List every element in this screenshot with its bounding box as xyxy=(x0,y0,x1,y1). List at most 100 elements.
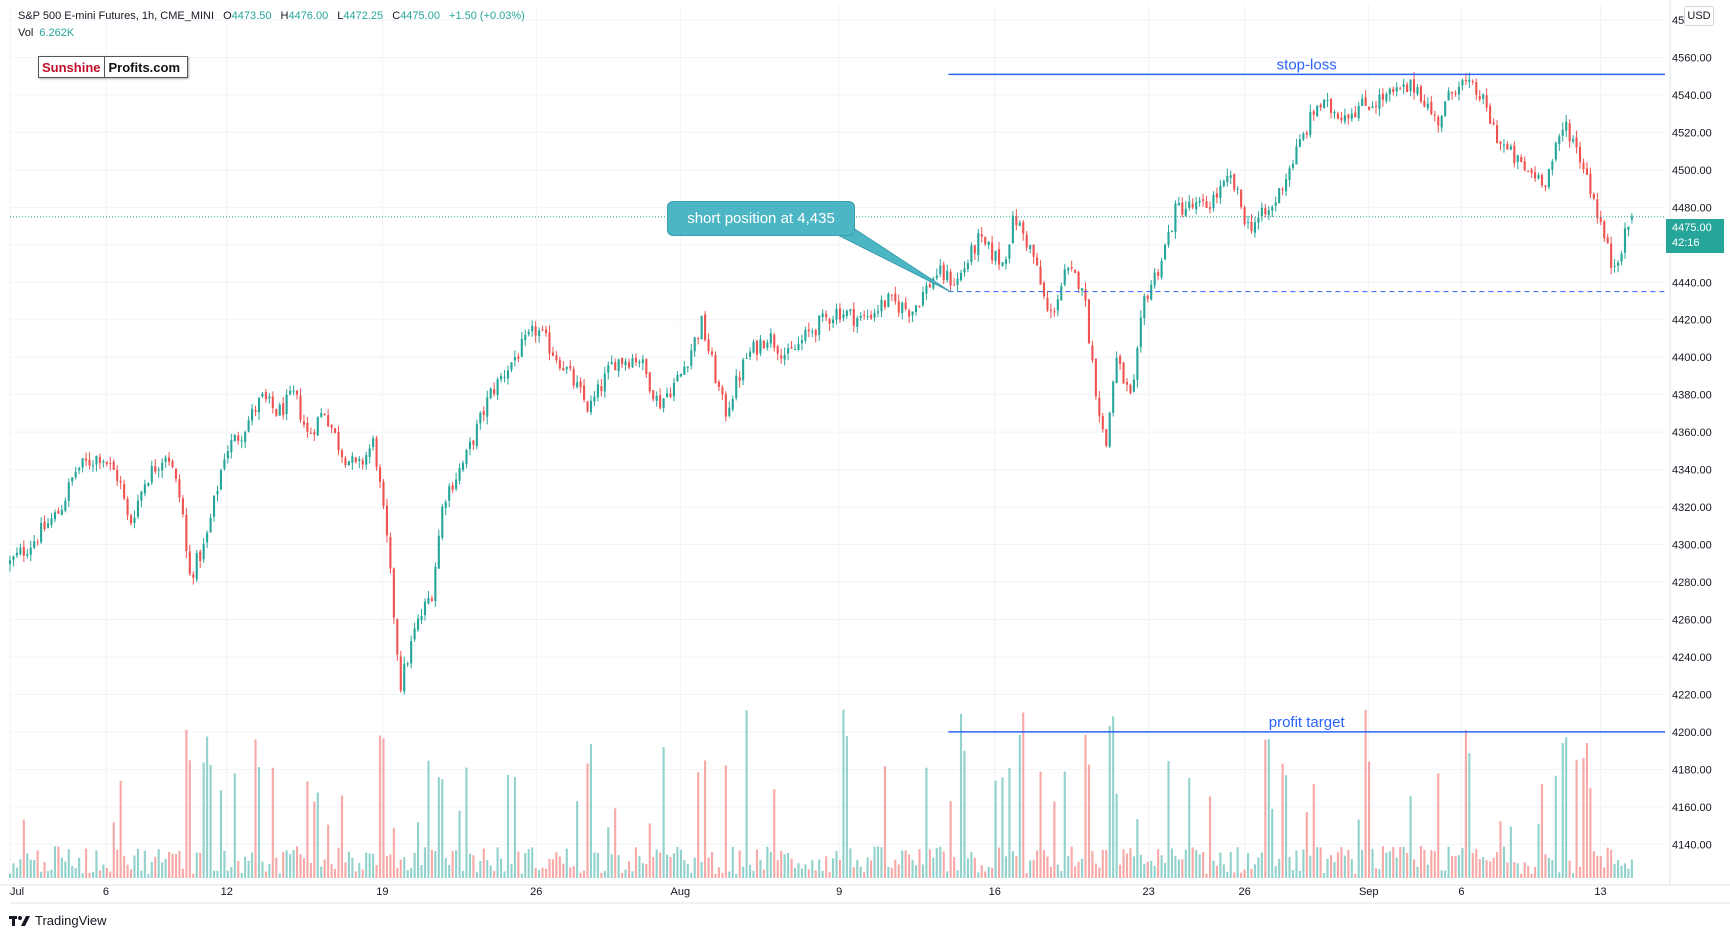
candle-body xyxy=(81,458,84,468)
candle-body xyxy=(1226,176,1229,183)
candle-body xyxy=(368,448,371,457)
volume-bar xyxy=(707,857,710,878)
volume-bar xyxy=(921,864,925,878)
candle-body xyxy=(1547,168,1550,188)
volume-bar xyxy=(1620,865,1623,878)
candle-body xyxy=(444,502,447,509)
candle-body xyxy=(133,517,136,524)
volume-bar xyxy=(1523,862,1526,878)
volume-bar xyxy=(410,867,413,878)
volume-bar xyxy=(1392,847,1395,878)
volume-bar xyxy=(679,849,682,878)
candle-body xyxy=(551,352,554,356)
candle-body xyxy=(313,432,316,435)
y-tick-label: 4200.00 xyxy=(1672,727,1712,739)
volume-bar xyxy=(814,870,817,878)
candle-body xyxy=(1371,106,1374,108)
candle-body xyxy=(351,456,354,463)
candle-body xyxy=(565,367,568,370)
candle-body xyxy=(1157,272,1160,276)
tradingview-branding[interactable]: TradingView xyxy=(9,913,107,928)
candle-body xyxy=(1454,93,1457,95)
volume-bar xyxy=(112,822,115,878)
candle-body xyxy=(790,347,793,349)
volume-bar xyxy=(123,855,126,878)
volume-bar xyxy=(1627,868,1630,878)
volume-bar xyxy=(621,872,624,878)
candle-body xyxy=(12,556,15,560)
candle-body xyxy=(109,462,112,464)
volume-bar xyxy=(1233,872,1236,878)
candle-body xyxy=(918,305,921,307)
volume-bar xyxy=(1150,860,1153,878)
candle-body xyxy=(520,338,523,357)
candle-body xyxy=(1243,207,1246,225)
candle-body xyxy=(1278,188,1281,204)
volume-bar xyxy=(199,852,202,878)
candle-body xyxy=(652,390,655,400)
candle-body xyxy=(555,355,558,361)
candle-body xyxy=(392,568,395,618)
volume-bar xyxy=(209,764,212,878)
candle-body xyxy=(195,553,198,580)
volume-bar xyxy=(780,850,783,878)
candle-body xyxy=(1212,194,1215,209)
volume-bar xyxy=(223,850,226,878)
candle-body xyxy=(1357,105,1360,119)
candle-body xyxy=(185,514,188,552)
candle-body xyxy=(206,532,209,543)
candle-body xyxy=(174,469,178,479)
candle-body xyxy=(161,462,164,471)
volume-bar xyxy=(565,848,568,878)
volume-bar xyxy=(1312,784,1315,878)
volume-bar xyxy=(624,869,627,878)
volume-bar xyxy=(914,865,918,878)
candle-body xyxy=(586,401,589,412)
candle-body xyxy=(579,381,582,388)
candle-body xyxy=(693,337,696,352)
candle-body xyxy=(64,500,67,511)
candle-body xyxy=(800,339,803,344)
volume-bar xyxy=(1036,850,1039,878)
volume-bar xyxy=(652,856,655,878)
volume-bar xyxy=(330,863,333,878)
candle-body xyxy=(1495,125,1499,144)
candle-body xyxy=(1025,234,1028,248)
candle-body xyxy=(901,302,904,313)
candle-body xyxy=(1084,289,1087,301)
volume-bar xyxy=(534,868,537,878)
candle-body xyxy=(278,404,281,416)
currency-button[interactable]: USD xyxy=(1684,6,1714,26)
volume-bar xyxy=(558,856,561,878)
volume-bar xyxy=(1561,743,1564,878)
volume-bar xyxy=(1630,859,1633,878)
volume-bar xyxy=(1295,850,1298,878)
candle-body xyxy=(569,366,572,369)
candle-body xyxy=(904,302,907,309)
volume-bar xyxy=(1011,851,1014,878)
candle-body xyxy=(1250,221,1253,232)
volume-bar xyxy=(1326,858,1329,878)
volume-bar xyxy=(538,870,541,878)
candle-body xyxy=(735,375,738,399)
candle-body xyxy=(147,483,150,486)
candle-body xyxy=(8,560,12,565)
volume-bar xyxy=(935,847,938,878)
volume-bar xyxy=(1077,861,1080,878)
x-tick-label: Sep xyxy=(1359,886,1379,898)
candle-body xyxy=(1513,145,1516,164)
volume-bar xyxy=(53,846,57,878)
candle-body xyxy=(1042,282,1046,297)
volume-bar xyxy=(1416,866,1419,878)
close-value: 4475.00 xyxy=(400,10,440,22)
candle-body xyxy=(780,355,783,359)
volume-bar xyxy=(133,855,136,878)
candle-body xyxy=(1406,84,1409,93)
volume-bar xyxy=(586,763,589,878)
volume-bar xyxy=(797,863,800,878)
volume-bar xyxy=(1343,855,1346,878)
high-label: H xyxy=(280,10,289,22)
volume-bar xyxy=(755,849,759,878)
candle-body xyxy=(105,461,108,465)
